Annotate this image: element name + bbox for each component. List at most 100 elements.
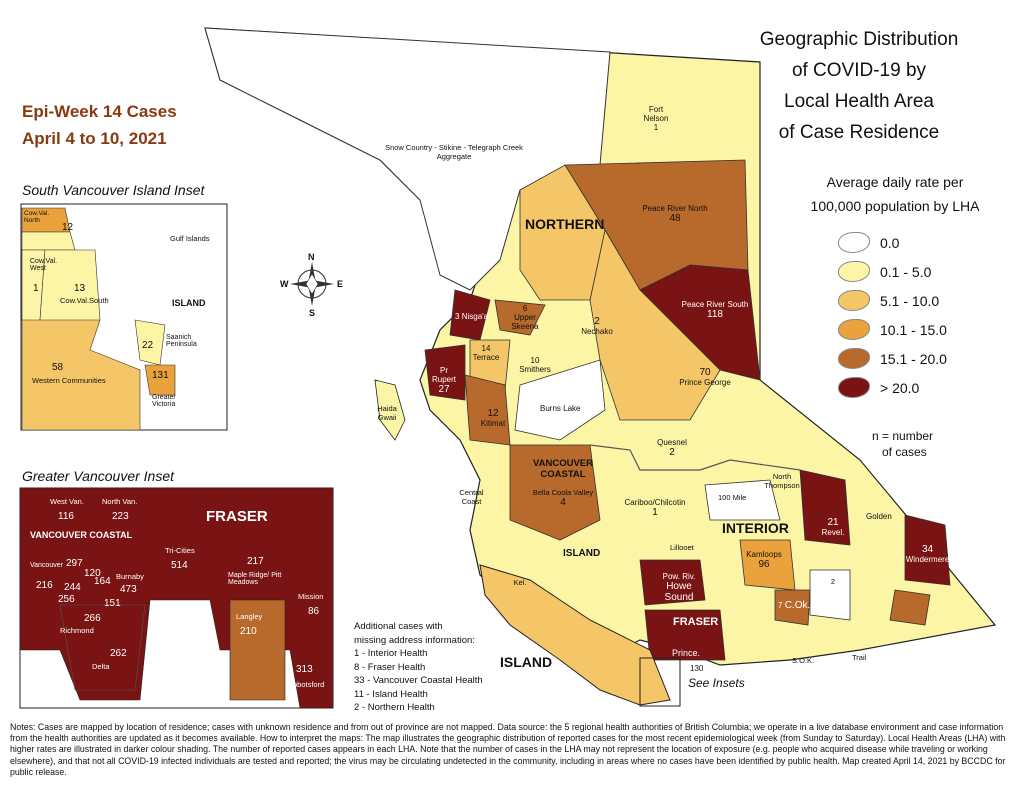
legend-label: 15.1 - 20.0 — [880, 350, 947, 367]
additional-line: 8 - Fraser Health — [354, 661, 426, 673]
inset-cowval-west-count: 1 — [33, 283, 39, 294]
inset-abbotsford-count: 313 — [296, 664, 313, 675]
legend: 0.0 0.1 - 5.0 5.1 - 10.0 10.1 - 15.0 15.… — [838, 228, 947, 402]
lha-terrace: 14 Terrace — [470, 344, 502, 362]
legend-heading-line-2: 100,000 population by LHA — [810, 198, 980, 214]
lha-kitimat: 12 Kitimat — [478, 408, 508, 428]
lha-count: 27 — [438, 384, 450, 395]
compass-north: N — [308, 252, 315, 262]
inset-vancouver-count: 297 — [66, 558, 83, 569]
inset-maple-ridge: Maple Ridge/ Pitt Meadows — [228, 572, 282, 586]
inset-north-van: North Van. — [102, 497, 138, 506]
additional-line: missing address information: — [354, 634, 475, 646]
lha-count: 21 — [827, 517, 839, 528]
nechako — [519, 164, 606, 301]
legend-item: 0.0 — [838, 228, 947, 257]
lha-name: Pow. Riv. — [662, 572, 696, 581]
inset-mission-count: 86 — [308, 606, 320, 617]
lha-nechako: 2 Nechako — [572, 316, 622, 336]
lha-count: 4 — [560, 497, 566, 508]
inset-mission: Mission — [298, 592, 324, 601]
lha-100-mile: 100 Mile — [718, 493, 747, 502]
lha-name: Kitimat — [480, 419, 506, 428]
inset-west-van: West Van. — [50, 497, 84, 506]
lha-count: 14 — [481, 344, 491, 353]
inset-sswr: SS/WR — [160, 680, 185, 689]
lha-arrow-lakes: 2 — [830, 577, 836, 586]
lha-count: 12 — [487, 408, 499, 419]
inset-island-label: ISLAND — [172, 298, 206, 308]
inset-saanich-count: 22 — [142, 340, 154, 351]
inset-van-sub-244: 244 — [64, 582, 81, 593]
lha-windermere: 34 Windermere — [905, 544, 950, 564]
inset-cowval-north-count: 12 — [62, 222, 74, 233]
legend-item: 10.1 - 15.0 — [838, 315, 947, 344]
n-note: n = number of cases — [872, 428, 982, 460]
lha-name: Quesnel — [657, 438, 687, 447]
inset-surrey-count: 1573 — [168, 630, 193, 642]
lha-name: Prince George — [679, 378, 731, 387]
lha-fort-nelson: Fort Nelson 1 — [636, 105, 676, 132]
inset-sswr-count: 159 — [192, 680, 209, 691]
legend-label: 0.1 - 5.0 — [880, 263, 932, 280]
inset-surrey: Surrey — [172, 618, 195, 627]
legend-item: 0.1 - 5.0 — [838, 257, 947, 286]
lha-central-coast: Central Coast — [459, 488, 484, 506]
lha-name: Peace River South — [681, 300, 749, 309]
legend-swatch — [838, 290, 870, 311]
additional-line: Additional cases with — [354, 621, 443, 632]
n-note-line-1: n = number — [872, 429, 934, 443]
lha-cariboo-chilcotin: Cariboo/Chilcotin 1 — [620, 498, 690, 518]
bella-coola-valley — [509, 444, 601, 541]
upper-skeena — [494, 299, 546, 336]
lha-name: Windermere — [905, 555, 950, 564]
region-boundary — [589, 444, 801, 471]
epi-week-title: Epi-Week 14 Cases April 4 to 10, 2021 — [22, 98, 177, 152]
inset-van-sub-164: 164 — [94, 576, 111, 587]
region-label-interior: INTERIOR — [722, 520, 789, 536]
legend-item: 15.1 - 20.0 — [838, 344, 947, 373]
lha-chilliwack: 130 — [690, 664, 704, 673]
lha-count: 3 — [455, 312, 460, 321]
legend-item: 5.1 - 10.0 — [838, 286, 947, 315]
inset-tri-cities: Tri-Cities — [165, 546, 195, 555]
lha-name: Terrace — [472, 353, 500, 362]
lha-name: Cariboo/Chilcotin — [624, 498, 686, 507]
lha-name: Upper Skeena — [511, 313, 539, 331]
lha-haida-gwaii: Haida Gwaii — [377, 404, 397, 422]
lha-name: Revel. — [821, 528, 845, 537]
prince-george — [589, 228, 721, 421]
lha-sok: S.O.K. — [792, 656, 815, 665]
lha-count: 2 — [594, 316, 600, 327]
inset-richmond: Richmond — [60, 626, 94, 635]
inset-tri-cities-count: 514 — [171, 560, 188, 571]
additional-line: 11 - Island Health — [354, 688, 428, 700]
revelstoke — [799, 469, 851, 546]
lha-prince-rupert: Pr Rupert 27 — [428, 366, 460, 395]
inset-west-van-count: 116 — [58, 511, 74, 522]
one-hundred-mile — [704, 479, 781, 521]
epi-week-line: Epi-Week 14 Cases — [22, 102, 177, 121]
inset-maple-ridge-count: 217 — [247, 556, 264, 567]
lha-name: Smithers — [519, 365, 551, 374]
see-insets-label: See Insets — [688, 676, 745, 690]
inset-van-sub-256: 256 — [58, 594, 75, 605]
additional-cases-note: Additional cases with missing address in… — [354, 620, 483, 715]
inset-delta-count: 262 — [110, 648, 127, 659]
lha-peace-river-south: Peace River South 118 — [680, 300, 750, 320]
legend-item: > 20.0 — [838, 373, 947, 402]
lha-name: Fort Nelson — [643, 105, 669, 123]
legend-label: 10.1 - 15.0 — [880, 321, 947, 338]
region-label-fraser: FRASER — [673, 616, 719, 628]
lha-kamloops: Kamloops 96 — [744, 550, 784, 570]
n-note-line-2: of cases — [882, 445, 927, 459]
region-label-vancouver-coastal: VANCOUVER COASTAL — [533, 458, 593, 480]
lha-name: Bella Coola Valley — [532, 488, 594, 497]
arrow-lakes — [809, 569, 851, 621]
lha-bella-coola: Bella Coola Valley 4 — [528, 488, 598, 508]
lha-count: 6 — [522, 304, 528, 313]
lha-count: 70 — [699, 367, 711, 378]
notes-paragraph: Notes: Cases are mapped by location of r… — [10, 722, 1006, 777]
lha-count: C.Ok. — [784, 600, 811, 611]
prince-rupert — [424, 344, 466, 401]
